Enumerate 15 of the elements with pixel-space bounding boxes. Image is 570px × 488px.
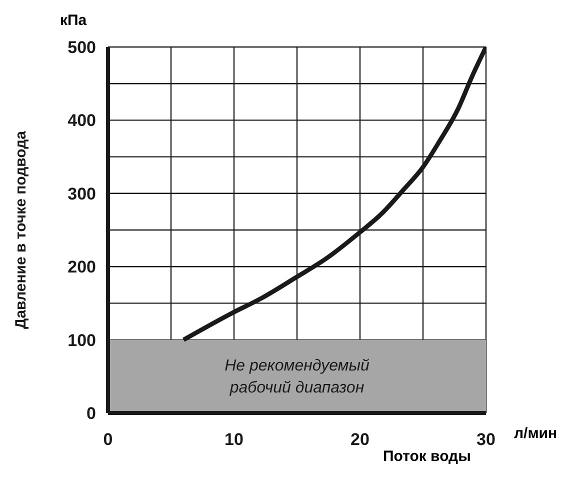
y-tick-label: 300 [68, 184, 96, 204]
y-tick-label: 500 [68, 38, 96, 58]
x-tick-label: 30 [476, 430, 496, 450]
y-tick-label: 0 [86, 404, 96, 424]
x-tick-label: 20 [350, 430, 370, 450]
x-axis-title: Поток воды [383, 448, 471, 465]
text: кПа [60, 12, 87, 29]
y-tick-label: 400 [68, 111, 96, 130]
x-tick-label: 10 [224, 430, 244, 450]
x-tick-label: 0 [103, 430, 113, 450]
y-tick-label: 200 [68, 258, 96, 277]
y-axis-title: Давление в точке подвода [12, 130, 30, 329]
y-tick-label: 100 [68, 330, 96, 350]
band-label: Не рекомендуемый рабочий диапазон [224, 357, 370, 396]
text: л/мин [514, 425, 558, 442]
